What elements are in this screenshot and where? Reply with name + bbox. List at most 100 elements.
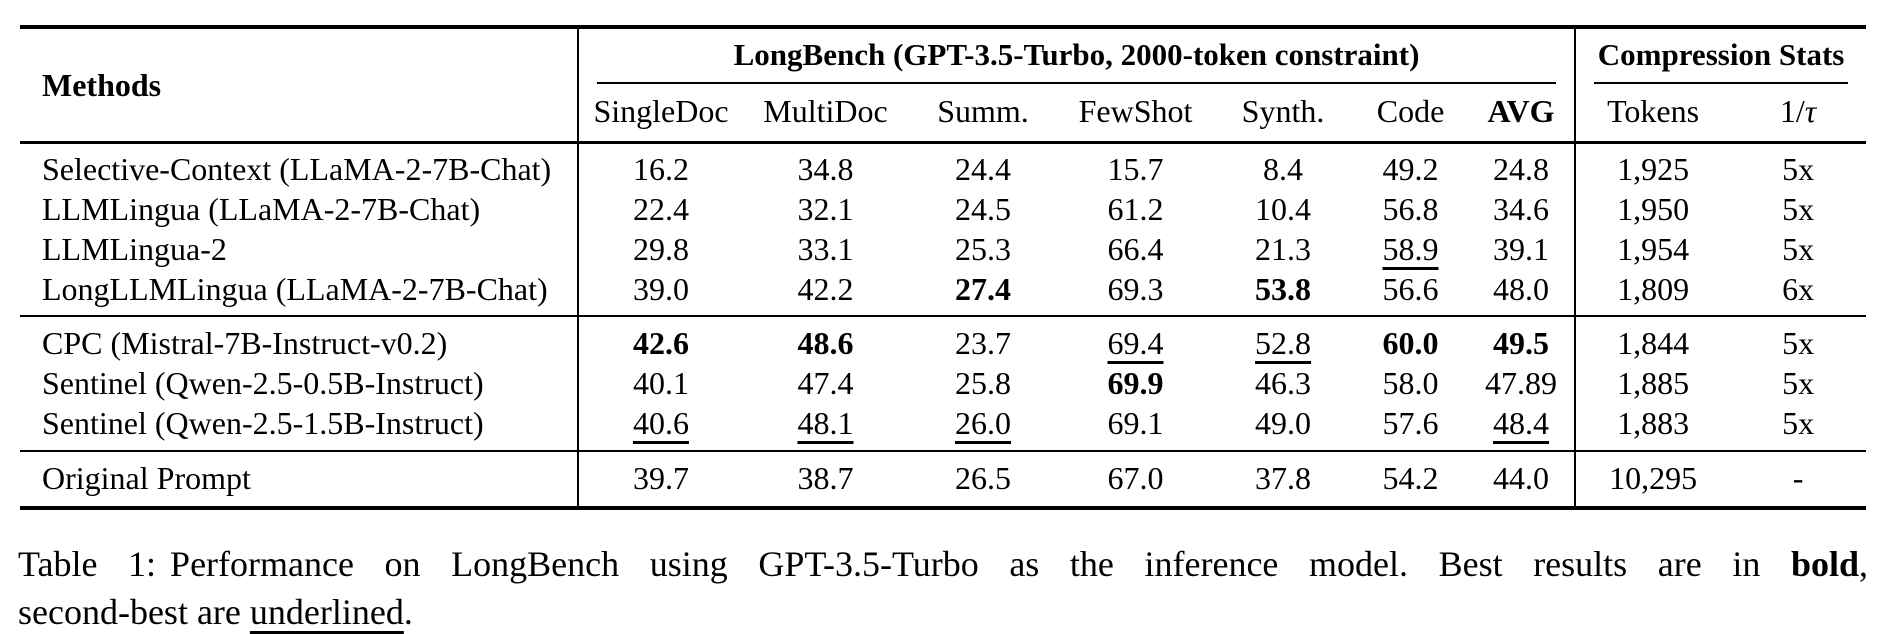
- cell-fewshot: 69.3: [1107, 271, 1164, 307]
- cell-fewshot: 66.4: [1107, 231, 1164, 267]
- original-prompt-section: Original Prompt 39.7 38.7 26.5 67.0 37.8 54.2 4…: [20, 451, 1866, 508]
- cell-singledoc: 22.4: [577, 189, 743, 229]
- caption-underlined-word: underlined: [249, 592, 404, 632]
- table-row: LongLLMLingua (LLaMA-2-7B-Chat) 39.0 42.2 2…: [20, 269, 1866, 316]
- cell-avg: 48.4: [1493, 405, 1550, 441]
- cell-summ: 27.4: [955, 271, 1011, 307]
- table-row: CPC (Mistral-7B-Instruct-v0.2) 42.6 48.6 23…: [20, 316, 1866, 363]
- cell-ratio: -: [1792, 460, 1804, 496]
- cell-avg: 47.89: [1485, 365, 1558, 401]
- col-header-avg: AVG: [1468, 84, 1576, 144]
- longbench-group-header: LongBench (GPT-3.5-Turbo, 2000-token con…: [576, 27, 1576, 84]
- table-row: LLMLingua (LLaMA-2-7B-Chat) 22.4 32.1 24.5 6…: [20, 189, 1866, 229]
- compression-stats-group-label: Compression Stats: [1594, 37, 1849, 84]
- cell-tokens: 10,295: [1574, 451, 1731, 508]
- cell-singledoc: 42.6: [577, 316, 743, 363]
- ratio-prefix: 1/: [1779, 93, 1805, 129]
- cell-multidoc: 33.1: [797, 231, 854, 267]
- cell-multidoc: 38.7: [797, 460, 854, 496]
- cell-summ: 25.3: [955, 231, 1011, 267]
- cell-avg: 39.1: [1493, 231, 1550, 267]
- table-row: Selective-Context (LLaMA-2-7B-Chat) 16.2 3…: [20, 142, 1866, 189]
- cell-avg: 44.0: [1493, 460, 1550, 496]
- table-row: Sentinel (Qwen-2.5-0.5B-Instruct) 40.1 47.…: [20, 363, 1866, 403]
- cell-ratio: 5x: [1782, 231, 1815, 267]
- cell-avg: 34.6: [1493, 191, 1550, 227]
- cell-tokens: 1,925: [1574, 142, 1731, 189]
- cell-avg: 48.0: [1493, 271, 1550, 307]
- cell-summ: 24.5: [955, 191, 1011, 227]
- cell-fewshot: 67.0: [1107, 460, 1164, 496]
- cell-synth: 37.8: [1255, 460, 1311, 496]
- column-header-row: SingleDoc MultiDoc Summ. FewShot Synth. …: [20, 84, 1867, 144]
- compared-methods-section: CPC (Mistral-7B-Instruct-v0.2) 42.6 48.6 23…: [20, 316, 1867, 451]
- col-header-compression-ratio: 1/τ: [1730, 84, 1867, 144]
- cell-avg: 49.5: [1493, 325, 1550, 361]
- cell-singledoc: 29.8: [577, 229, 743, 269]
- cell-singledoc: 39.7: [577, 451, 743, 508]
- method-cell: CPC (Mistral-7B-Instruct-v0.2): [42, 325, 448, 361]
- method-cell: LongLLMLingua (LLaMA-2-7B-Chat): [42, 271, 548, 307]
- longbench-group-label: LongBench (GPT-3.5-Turbo, 2000-token con…: [597, 37, 1557, 84]
- method-cell: Sentinel (Qwen-2.5-1.5B-Instruct): [42, 405, 484, 441]
- cell-code: 56.6: [1382, 271, 1439, 307]
- caption-table-number: Table 1:: [18, 544, 157, 584]
- baseline-methods-section: Selective-Context (LLaMA-2-7B-Chat) 16.2 3…: [20, 142, 1867, 316]
- cell-synth: 53.8: [1255, 271, 1311, 307]
- cell-fewshot: 69.4: [1107, 325, 1164, 361]
- cell-multidoc: 48.1: [797, 405, 854, 441]
- cell-synth: 8.4: [1263, 151, 1303, 187]
- method-cell: Selective-Context (LLaMA-2-7B-Chat): [42, 151, 552, 187]
- cell-fewshot: 61.2: [1107, 191, 1164, 227]
- cell-ratio: 5x: [1782, 191, 1815, 227]
- cell-summ: 25.8: [955, 365, 1011, 401]
- cell-tokens: 1,950: [1574, 189, 1731, 229]
- cell-synth: 52.8: [1255, 325, 1311, 361]
- table-row: Sentinel (Qwen-2.5-1.5B-Instruct) 40.6 48.…: [20, 403, 1866, 451]
- cell-ratio: 6x: [1782, 271, 1815, 307]
- cell-singledoc: 40.6: [577, 403, 743, 451]
- cell-ratio: 5x: [1782, 151, 1815, 187]
- table-caption: Table 1: Performance on LongBench using G…: [18, 540, 1868, 634]
- cell-code: 58.9: [1382, 231, 1439, 267]
- caption-after-underline: .: [403, 592, 413, 632]
- cell-tokens: 1,885: [1574, 363, 1731, 403]
- cell-code: 58.0: [1382, 365, 1439, 401]
- tau-symbol: τ: [1804, 93, 1817, 129]
- method-cell: Sentinel (Qwen-2.5-0.5B-Instruct): [42, 365, 484, 401]
- method-cell: LLMLingua (LLaMA-2-7B-Chat): [42, 191, 481, 227]
- cell-synth: 46.3: [1255, 365, 1311, 401]
- cell-synth: 10.4: [1255, 191, 1311, 227]
- table-1-container: Methods LongBench (GPT-3.5-Turbo, 2000-t…: [20, 25, 1867, 510]
- cell-code: 56.8: [1382, 191, 1439, 227]
- cell-ratio: 5x: [1782, 365, 1815, 401]
- method-cell: Original Prompt: [42, 460, 251, 496]
- caption-after-bold: ,: [1859, 544, 1868, 584]
- cell-singledoc: 39.0: [577, 269, 743, 316]
- methods-column-header: Methods: [20, 27, 578, 144]
- cell-tokens: 1,844: [1574, 316, 1731, 363]
- group-header-row: Methods LongBench (GPT-3.5-Turbo, 2000-t…: [20, 27, 1867, 144]
- col-header-multidoc: MultiDoc: [743, 84, 908, 144]
- cell-tokens: 1,809: [1574, 269, 1731, 316]
- cell-fewshot: 69.1: [1107, 405, 1164, 441]
- cell-multidoc: 34.8: [797, 151, 854, 187]
- cell-ratio: 5x: [1782, 405, 1815, 441]
- caption-line2-text: second-best are: [18, 592, 250, 632]
- cell-code: 54.2: [1382, 460, 1439, 496]
- col-header-code: Code: [1353, 84, 1468, 144]
- cell-summ: 23.7: [955, 325, 1011, 361]
- caption-body-text: Performance on LongBench using GPT-3.5-T…: [170, 544, 1791, 584]
- cell-ratio: 5x: [1782, 325, 1815, 361]
- cell-tokens: 1,954: [1574, 229, 1731, 269]
- col-header-singledoc: SingleDoc: [577, 84, 743, 144]
- cell-avg: 24.8: [1493, 151, 1550, 187]
- col-header-synth: Synth.: [1213, 84, 1353, 144]
- caption-line-1: Table 1: Performance on LongBench using G…: [18, 540, 1868, 588]
- cell-code: 49.2: [1382, 151, 1439, 187]
- cell-multidoc: 42.2: [797, 271, 854, 307]
- table-row: LLMLingua-2 29.8 33.1 25.3 66.4 21.3 58.9 39.1 1…: [20, 229, 1866, 269]
- cell-singledoc: 40.1: [577, 363, 743, 403]
- method-cell: LLMLingua-2: [42, 231, 227, 267]
